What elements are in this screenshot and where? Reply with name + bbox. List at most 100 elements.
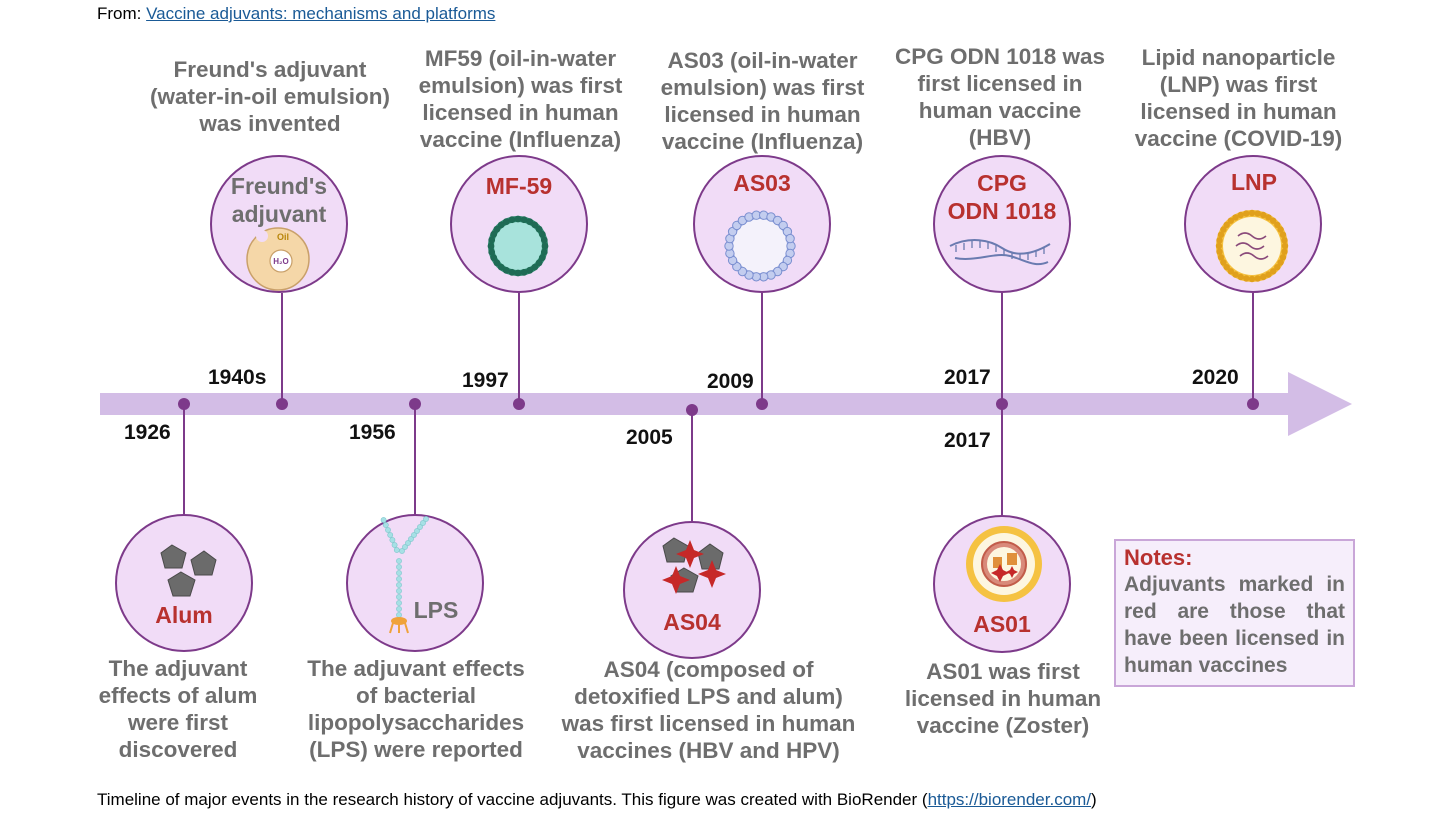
desc-line: licensed in human — [904, 686, 1102, 711]
bead — [488, 248, 496, 256]
bead — [1216, 248, 1223, 255]
bead — [538, 254, 546, 262]
desc-freunds: Freund's adjuvant (water-in-oil emulsion… — [140, 56, 400, 137]
bead — [1265, 214, 1272, 221]
bead — [535, 259, 543, 267]
connector-lines — [183, 293, 1254, 521]
bead — [1281, 237, 1288, 244]
label-line: ODN 1018 — [947, 198, 1057, 224]
source-link[interactable]: Vaccine adjuvants: mechanisms and platfo… — [146, 4, 496, 23]
label-as01: AS01 — [973, 611, 1031, 637]
desc-line: vaccine (COVID-19) — [1134, 126, 1343, 151]
desc-line: (water-in-oil emulsion) — [149, 84, 390, 109]
notes-title: Notes: — [1124, 545, 1193, 570]
bead — [1260, 273, 1267, 281]
desc-line: Freund's adjuvant — [173, 57, 367, 82]
bead — [1243, 210, 1250, 217]
bead — [1217, 254, 1225, 261]
lps-bead — [382, 522, 389, 528]
year-1956: 1956 — [349, 421, 396, 444]
bead — [508, 268, 516, 276]
year-2009: 2009 — [707, 370, 754, 393]
oil-text: Oil — [277, 232, 289, 242]
emulsion-droplet-icon — [724, 210, 796, 282]
timeline-dots — [178, 398, 1259, 416]
dot-2020 — [1247, 398, 1259, 410]
bead — [1270, 268, 1277, 275]
lps-bead — [396, 606, 402, 612]
bead — [508, 216, 516, 224]
year-2020: 2020 — [1192, 366, 1239, 389]
bead — [1243, 275, 1250, 282]
bead — [1265, 271, 1272, 278]
desc-line: vaccine (Influenza) — [661, 129, 864, 154]
bead — [1281, 248, 1288, 255]
biorender-link[interactable]: https://biorender.com/ — [927, 790, 1092, 809]
lps-bead — [396, 600, 402, 606]
bead — [538, 230, 546, 238]
bead — [1279, 231, 1287, 238]
bead — [1270, 217, 1277, 224]
desc-line: AS04 (composed of — [603, 657, 814, 682]
lps-bead — [405, 540, 411, 546]
lps-bead — [387, 532, 394, 538]
desc-line: CPG ODN 1018 was — [894, 44, 1106, 69]
label-lnp: LNP — [1184, 168, 1324, 196]
dot-2005 — [686, 404, 698, 416]
bead — [1232, 214, 1239, 221]
dot-2017 — [996, 398, 1008, 410]
desc-line: detoxified LPS and alum) — [574, 684, 843, 709]
desc-line: was invented — [199, 111, 341, 136]
label-line: AS03 — [733, 170, 791, 196]
caption-suffix: ) — [1091, 790, 1097, 809]
bead — [488, 236, 496, 244]
desc-as03: AS03 (oil-in-water emulsion) was first l… — [640, 47, 885, 155]
desc-line: AS01 was first — [926, 659, 1080, 684]
lps-bead — [417, 524, 423, 530]
water-text: H₂O — [273, 257, 289, 266]
desc-line: The adjuvant — [108, 656, 248, 681]
desc-line: licensed in human — [1140, 99, 1337, 124]
bead — [531, 263, 539, 271]
label-line: Freund's — [230, 173, 328, 199]
bead — [1248, 209, 1256, 217]
desc-line: vaccine (Zoster) — [916, 713, 1090, 738]
bead — [1220, 226, 1227, 233]
bead — [785, 233, 795, 244]
liposome-icon — [966, 526, 1042, 602]
desc-line: Lipid nanoparticle — [1141, 45, 1336, 70]
desc-line: MF59 (oil-in-water — [424, 46, 617, 71]
bead — [1223, 221, 1230, 228]
desc-line: discovered — [118, 737, 238, 762]
desc-line: emulsion) was first — [418, 73, 623, 98]
bead — [497, 221, 505, 229]
lipid-nanoparticle-icon — [1215, 209, 1289, 283]
bead — [514, 215, 522, 223]
lps-bead — [396, 570, 402, 576]
desc-cpg: CPG ODN 1018 was first licensed in human… — [880, 43, 1120, 151]
label-as03: AS03 — [692, 169, 832, 197]
bead — [490, 230, 498, 238]
desc-line: lipopolysaccharides — [307, 710, 525, 735]
figure-caption: Timeline of major events in the research… — [97, 790, 1097, 810]
lps-bead — [402, 544, 408, 550]
notes-box: Notes: Adjuvants marked in red are those… — [1114, 539, 1355, 687]
bead — [1254, 275, 1261, 282]
bead — [502, 218, 510, 226]
desc-line: vaccines (HBV and HPV) — [577, 738, 840, 763]
label-cpg: CPG ODN 1018 — [927, 169, 1077, 225]
bead — [493, 225, 501, 233]
lps-bead — [396, 576, 402, 582]
dot-2009 — [756, 398, 768, 410]
desc-line: emulsion) was first — [660, 75, 865, 100]
bead — [1279, 254, 1287, 261]
bead — [526, 218, 534, 226]
bead — [1274, 221, 1281, 228]
bead — [535, 225, 543, 233]
bead — [1216, 237, 1223, 244]
desc-lnp: Lipid nanoparticle (LNP) was first licen… — [1116, 44, 1361, 152]
desc-line: effects of alum — [98, 683, 258, 708]
bead — [1254, 210, 1261, 217]
year-1940s: 1940s — [208, 366, 267, 389]
label-line: MF-59 — [485, 173, 553, 199]
